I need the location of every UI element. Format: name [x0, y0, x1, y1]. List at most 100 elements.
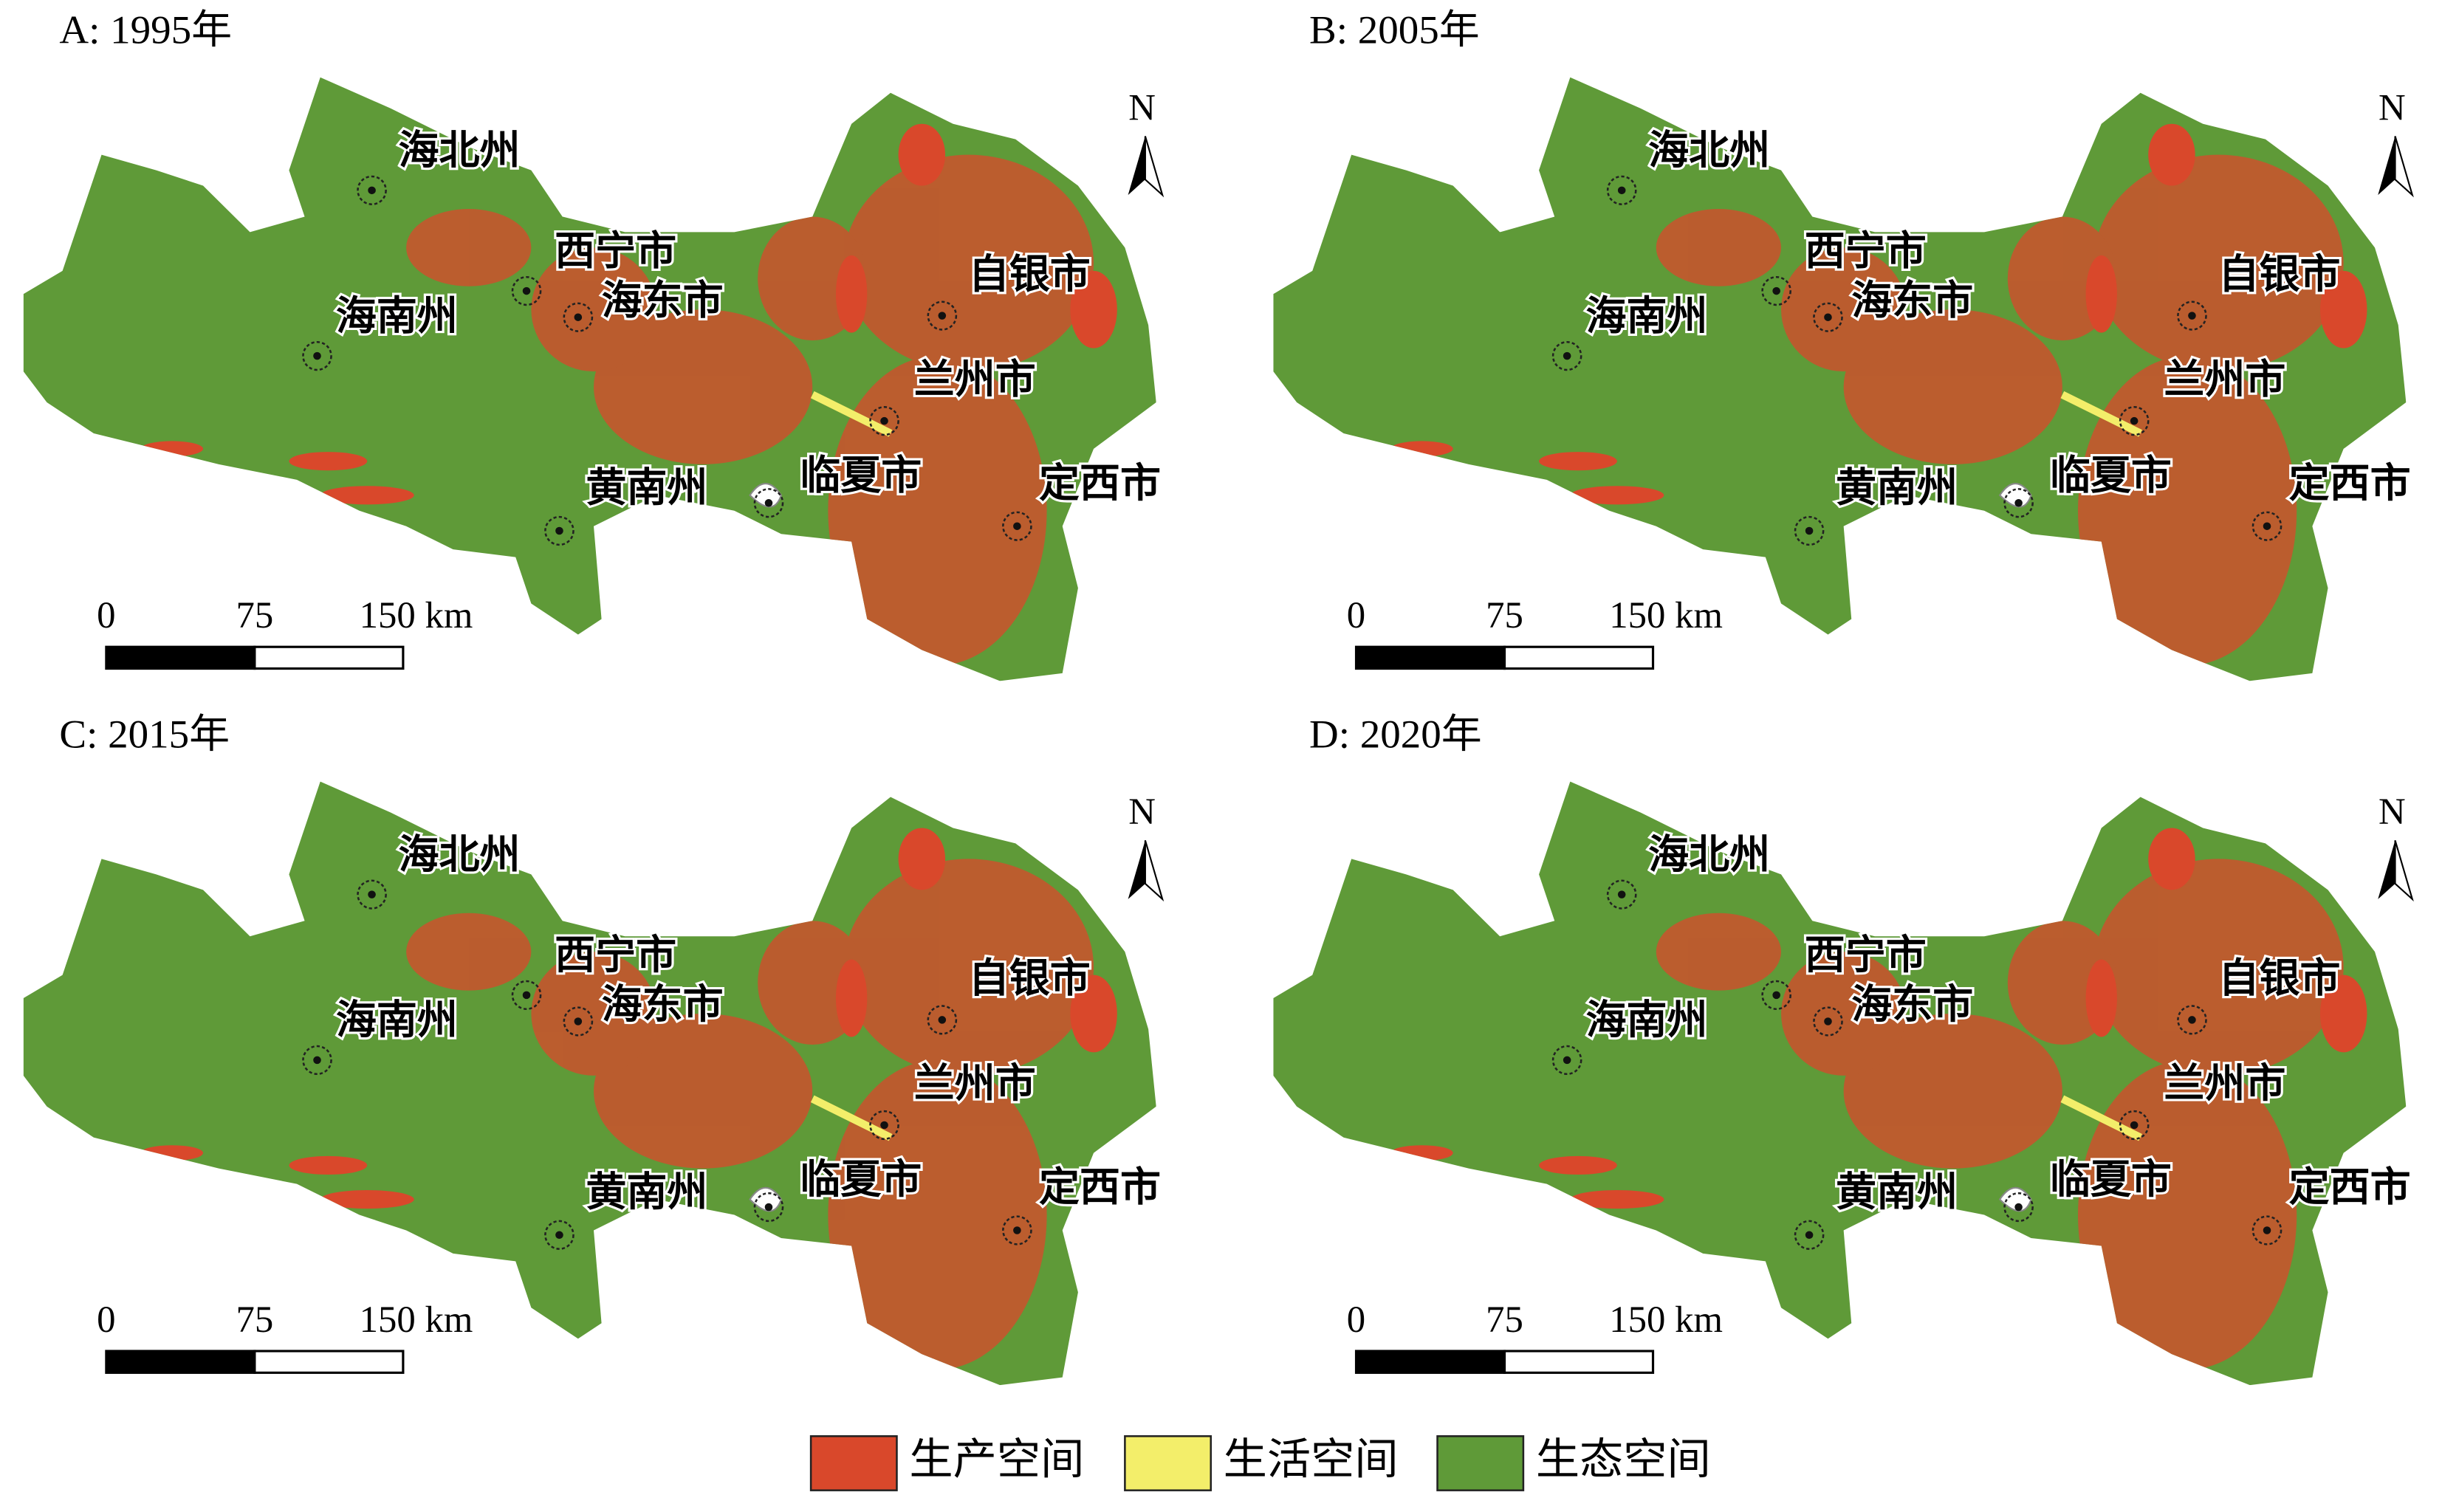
city-marker — [302, 1045, 332, 1076]
city-dot — [555, 526, 563, 535]
scale-segment — [1503, 645, 1655, 670]
city-marker — [357, 879, 387, 910]
city-label: 定西市 — [2289, 1165, 2411, 1210]
north-label: N — [1128, 87, 1156, 128]
city-marker — [927, 1005, 958, 1035]
north-label: N — [1128, 791, 1156, 832]
city-marker — [544, 515, 575, 546]
scale-label: 150 km — [1609, 594, 1723, 636]
city-label: 自银市 — [969, 956, 1091, 1001]
city-label: 海东市 — [602, 278, 724, 323]
city-dot — [2130, 416, 2139, 425]
city-label: 兰州市 — [2164, 357, 2285, 402]
city-label: 自银市 — [969, 252, 1091, 297]
city-dot — [764, 499, 773, 507]
scale-segment — [1354, 645, 1506, 670]
north-label: N — [2378, 791, 2406, 832]
north-arrow — [1128, 840, 1145, 899]
north-arrow — [1144, 839, 1165, 902]
city-dot — [1013, 522, 1021, 530]
city-dot — [764, 1203, 773, 1212]
city-label: 海南州 — [1586, 997, 1708, 1042]
city-label: 海北州 — [399, 832, 521, 877]
city-marker — [2177, 300, 2207, 331]
panel-title: B: 2005年 — [1309, 7, 1480, 52]
scale-segment — [253, 645, 405, 670]
scale-segment — [105, 645, 256, 670]
city-dot — [1824, 313, 1832, 321]
city-marker — [1606, 879, 1637, 910]
city-dot — [2188, 312, 2196, 320]
city-label: 临夏市 — [2050, 453, 2172, 498]
city-marker — [1551, 341, 1582, 371]
city-dot — [1563, 1056, 1571, 1065]
panel-title: C: 2015年 — [59, 712, 230, 757]
city-marker — [1606, 175, 1637, 205]
scale-label: 150 km — [360, 1299, 473, 1340]
city-marker — [563, 1006, 594, 1037]
scale-label: 0 — [1347, 1299, 1365, 1340]
city-label: 自银市 — [2218, 956, 2340, 1001]
city-marker — [1761, 980, 1791, 1010]
panel-title: A: 1995年 — [59, 7, 232, 52]
city-dot — [2263, 522, 2271, 530]
scale-label: 75 — [236, 1299, 273, 1340]
city-dot — [880, 1121, 888, 1130]
city-dot — [938, 1016, 947, 1024]
city-marker — [869, 406, 899, 436]
legend-swatch — [1124, 1435, 1213, 1491]
scale-label: 150 km — [1609, 1299, 1723, 1340]
legend-label: 生态空间 — [1536, 1435, 1711, 1484]
north-arrow — [2394, 136, 2414, 198]
city-label: 海南州 — [1586, 294, 1708, 339]
legend-swatch — [1436, 1435, 1525, 1491]
city-dot — [2188, 1016, 2196, 1024]
city-marker — [2251, 1215, 2282, 1245]
city-dot — [555, 1231, 563, 1240]
city-label: 定西市 — [1039, 461, 1161, 506]
city-label: 西宁市 — [1805, 932, 1927, 977]
scale-label: 75 — [1486, 594, 1523, 636]
city-dot — [574, 1017, 583, 1025]
city-label: 兰州市 — [914, 1061, 1036, 1106]
city-dot — [1563, 351, 1571, 360]
city-dot — [1824, 1017, 1832, 1025]
city-marker — [1002, 1215, 1032, 1245]
city-label: 西宁市 — [1805, 229, 1927, 274]
city-dot — [313, 1056, 321, 1065]
city-dot — [1617, 186, 1626, 195]
city-label: 黄南州 — [586, 1169, 707, 1214]
city-label: 海北州 — [1648, 832, 1770, 877]
city-label: 临夏市 — [800, 453, 922, 498]
city-label: 临夏市 — [2050, 1157, 2172, 1202]
city-marker — [1002, 511, 1032, 541]
city-label: 定西市 — [1039, 1165, 1161, 1210]
city-dot — [1013, 1226, 1021, 1234]
city-marker — [1794, 1220, 1825, 1250]
city-label: 兰州市 — [914, 357, 1036, 402]
city-label: 海北州 — [399, 128, 521, 173]
city-dot — [880, 416, 888, 425]
city-marker — [563, 302, 594, 332]
city-label: 兰州市 — [2164, 1061, 2285, 1106]
north-arrow — [2394, 839, 2414, 902]
city-dot — [522, 286, 531, 295]
city-marker — [927, 300, 958, 331]
city-label: 黄南州 — [586, 465, 707, 510]
city-marker — [1813, 302, 1843, 332]
city-marker — [302, 341, 332, 371]
city-label: 定西市 — [2289, 461, 2411, 506]
scale-label: 75 — [236, 594, 273, 636]
city-dot — [574, 313, 583, 321]
scale-segment — [105, 1350, 256, 1374]
city-dot — [2014, 499, 2023, 507]
city-dot — [1772, 991, 1780, 1000]
city-label: 海东市 — [1851, 278, 1973, 323]
city-marker — [2003, 1192, 2034, 1223]
scale-segment — [253, 1350, 405, 1374]
city-dot — [313, 351, 321, 360]
city-marker — [2003, 488, 2034, 518]
city-marker — [2251, 511, 2282, 541]
